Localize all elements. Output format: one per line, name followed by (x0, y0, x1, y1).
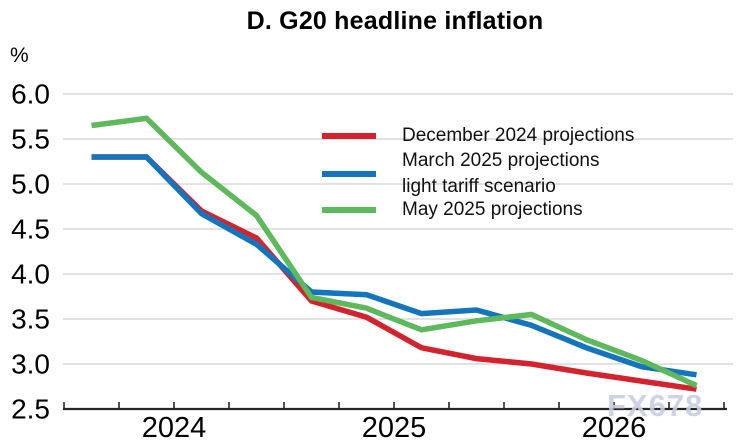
legend-item: March 2025 projections light tariff scen… (322, 148, 634, 200)
x-tick-label: 2025 (362, 412, 427, 444)
x-tick-label: 2026 (582, 412, 647, 444)
y-tick-label: 6.0 (11, 79, 50, 110)
y-tick-label: 3.0 (11, 349, 50, 380)
chart-title: D. G20 headline inflation (246, 7, 544, 35)
legend-swatch (322, 207, 376, 213)
y-tick-label: 2.5 (11, 394, 50, 425)
watermark: FX678 (607, 388, 704, 423)
legend-item: December 2024 projections (322, 126, 634, 146)
series-line-2 (91, 115, 698, 389)
legend-item: May 2025 projections (322, 200, 634, 220)
y-tick-label: 5.0 (11, 169, 50, 200)
legend-swatch (322, 133, 376, 139)
series-line-1 (91, 154, 697, 378)
y-axis-unit-label: % (10, 44, 29, 67)
x-tick-label: 2024 (142, 412, 207, 444)
legend-label: March 2025 projections light tariff scen… (402, 150, 600, 197)
y-tick-label: 4.0 (11, 259, 50, 290)
legend-label: December 2024 projections (402, 125, 635, 146)
y-tick-label: 4.5 (11, 214, 50, 245)
legend-label: May 2025 projections (402, 199, 583, 220)
y-tick-label: 5.5 (11, 124, 50, 155)
legend: December 2024 projections March 2025 proj… (322, 126, 634, 220)
y-tick-label: 3.5 (11, 304, 50, 335)
legend-swatch (322, 171, 376, 177)
